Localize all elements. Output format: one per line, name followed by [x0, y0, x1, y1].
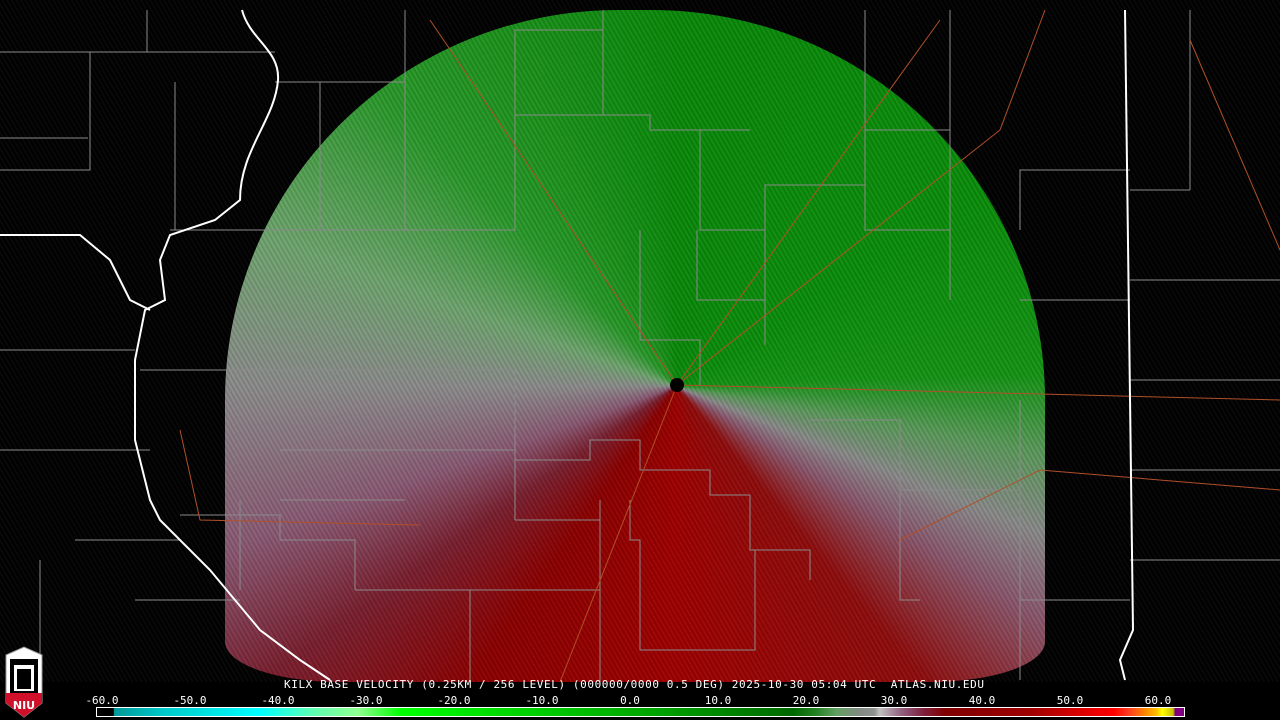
niu-logo: NIU	[5, 646, 43, 718]
tick-label: -30.0	[349, 694, 383, 707]
tick-label: 10.0	[704, 694, 732, 707]
tick-label: -50.0	[173, 694, 207, 707]
radar-map[interactable]	[0, 0, 1280, 682]
boundary-overlay	[0, 9, 1280, 682]
tick-label: -10.0	[525, 694, 559, 707]
tick-label: 0.0	[620, 694, 640, 707]
velocity-echo-field	[225, 10, 1045, 682]
tick-label: 50.0	[1056, 694, 1084, 707]
velocity-colorbar	[96, 707, 1185, 717]
tick-label: 60.0	[1144, 694, 1172, 707]
logo-text: NIU	[13, 699, 35, 712]
tick-label: -60.0	[85, 694, 119, 707]
product-title: KILX BASE VELOCITY (0.25KM / 256 LEVEL) …	[284, 678, 985, 691]
highway-lines	[179, 9, 1280, 682]
radar-site-marker	[670, 378, 684, 392]
tick-label: 30.0	[880, 694, 908, 707]
county-lines	[0, 10, 1280, 682]
state-boundaries	[0, 9, 1135, 681]
tick-label: 40.0	[968, 694, 996, 707]
tick-label: 20.0	[792, 694, 820, 707]
tick-label: -20.0	[437, 694, 471, 707]
tick-label: -40.0	[261, 694, 295, 707]
